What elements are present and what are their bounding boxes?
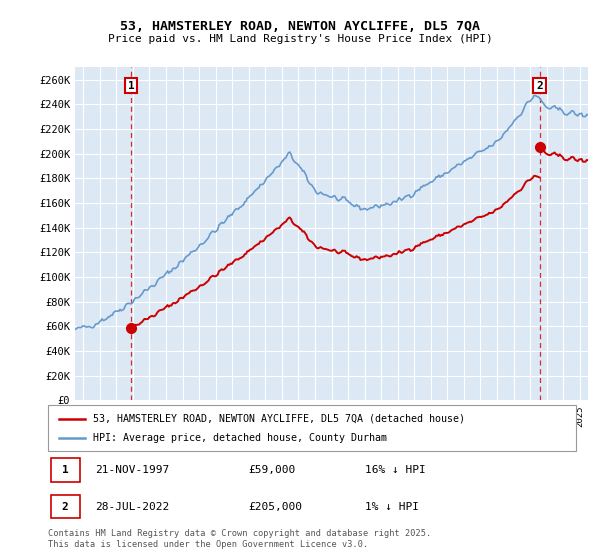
Text: 16% ↓ HPI: 16% ↓ HPI [365, 465, 425, 475]
Text: Contains HM Land Registry data © Crown copyright and database right 2025.
This d: Contains HM Land Registry data © Crown c… [48, 529, 431, 549]
Bar [50, 458, 80, 482]
Text: 28-JUL-2022: 28-JUL-2022 [95, 502, 170, 511]
Text: HPI: Average price, detached house, County Durham: HPI: Average price, detached house, Coun… [93, 433, 387, 443]
Text: 53, HAMSTERLEY ROAD, NEWTON AYCLIFFE, DL5 7QA (detached house): 53, HAMSTERLEY ROAD, NEWTON AYCLIFFE, DL… [93, 414, 465, 424]
Text: 2: 2 [62, 502, 68, 511]
Text: £205,000: £205,000 [248, 502, 302, 511]
Text: 21-NOV-1997: 21-NOV-1997 [95, 465, 170, 475]
Bar [50, 494, 80, 519]
Text: 53, HAMSTERLEY ROAD, NEWTON AYCLIFFE, DL5 7QA: 53, HAMSTERLEY ROAD, NEWTON AYCLIFFE, DL… [120, 20, 480, 32]
Text: £59,000: £59,000 [248, 465, 296, 475]
Text: 2: 2 [536, 81, 543, 91]
Text: 1: 1 [128, 81, 134, 91]
Text: Price paid vs. HM Land Registry's House Price Index (HPI): Price paid vs. HM Land Registry's House … [107, 34, 493, 44]
Text: 1% ↓ HPI: 1% ↓ HPI [365, 502, 419, 511]
Text: 1: 1 [62, 465, 68, 475]
